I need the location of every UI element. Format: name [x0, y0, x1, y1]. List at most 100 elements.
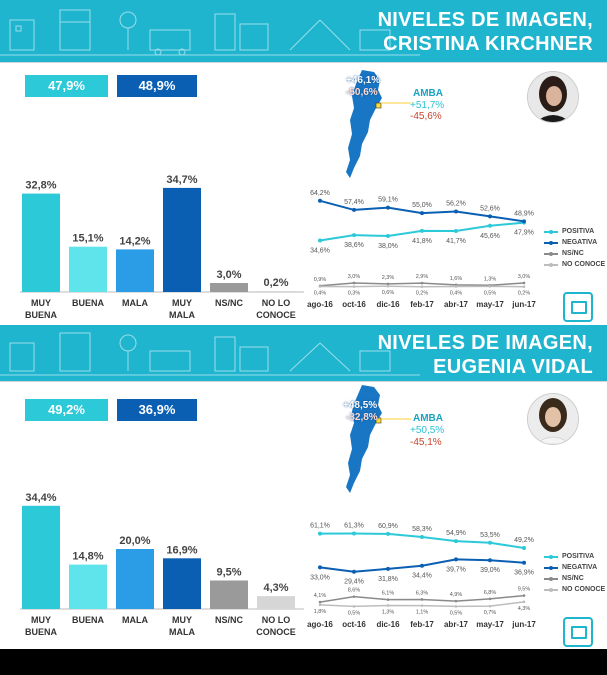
- point-label: 4,3%: [518, 606, 531, 612]
- x-tick-label: ago-16: [307, 620, 333, 629]
- bar-chart: 34,4% MUY BUENA 14,8% BUENA 20,0% MALA 16,9% MUY…: [20, 492, 304, 637]
- summary-positive: 47,9%: [25, 75, 108, 97]
- point-label: 56,2%: [446, 201, 466, 208]
- point-label: 59,1%: [378, 197, 398, 204]
- map-shape: [346, 70, 382, 178]
- point-label: 41,8%: [412, 238, 432, 245]
- data-point: [454, 605, 458, 608]
- point-label: 48,9%: [514, 210, 534, 217]
- data-point: [352, 595, 356, 598]
- point-label: 0,6%: [382, 290, 395, 296]
- line-chart: 61,1% 61,3% 60,9% 58,3% 54,9% 53,5% 49,2% 33,0%…: [307, 522, 536, 629]
- panel-kirchner: NIVELES DE IMAGEN, CRISTINA KIRCHNER 47,…: [0, 0, 607, 325]
- data-point: [420, 598, 424, 601]
- data-point: [386, 531, 390, 536]
- amba-title: AMBA: [413, 413, 443, 424]
- bar: [69, 564, 107, 609]
- data-point: [420, 228, 424, 233]
- title-line-2: CRISTINA KIRCHNER: [383, 33, 593, 55]
- panel-title: NIVELES DE IMAGEN, EUGENIA VIDAL: [378, 331, 593, 379]
- legend-item-negativa: NEGATIVA: [542, 562, 605, 573]
- header-banner: NIVELES DE IMAGEN, CRISTINA KIRCHNER: [0, 0, 607, 62]
- point-label: 9,5%: [518, 587, 531, 593]
- point-label: 6,1%: [382, 591, 395, 597]
- bar: [116, 549, 154, 609]
- category-label: MUY: [172, 615, 192, 625]
- point-label: 61,1%: [310, 523, 330, 530]
- bar-value-label: 34,7%: [166, 174, 197, 186]
- x-tick-label: feb-17: [410, 300, 434, 309]
- category-label: MALA: [122, 298, 148, 308]
- point-label: 1,1%: [416, 610, 429, 616]
- category-label: MUY: [31, 615, 51, 625]
- point-label: 29,4%: [344, 579, 364, 586]
- data-point: [352, 605, 356, 608]
- category-label: MUY: [172, 298, 192, 308]
- legend-item-nsnc: NS/NC: [542, 573, 605, 584]
- point-label: 39,7%: [446, 566, 466, 573]
- map-positive-label: +48,5%: [343, 400, 378, 411]
- legend-item-positiva: POSITIVA: [542, 226, 605, 237]
- point-label: 3,0%: [348, 274, 361, 280]
- amba-negative: -45,6%: [410, 111, 442, 122]
- point-label: 0,2%: [518, 291, 531, 297]
- point-label: 0,2%: [416, 291, 429, 297]
- bar: [257, 596, 295, 609]
- bar-value-label: 15,1%: [72, 233, 103, 245]
- bar-value-label: 9,5%: [216, 567, 241, 579]
- category-label: MALA: [169, 310, 195, 320]
- point-label: 61,3%: [344, 522, 364, 529]
- amba-positive: +51,7%: [410, 100, 445, 111]
- legend-label: POSITIVA: [562, 553, 595, 560]
- bottom-bar: [0, 649, 607, 675]
- legend-item-positiva: POSITIVA: [542, 551, 605, 562]
- argentina-map: [346, 70, 382, 178]
- amba-marker: [375, 417, 382, 424]
- bar-value-label: 3,0%: [216, 269, 241, 281]
- amba-marker: [375, 102, 382, 109]
- data-point: [522, 560, 526, 565]
- point-label: 39,0%: [480, 567, 500, 574]
- data-point: [488, 540, 492, 545]
- line-chart: 34,6% 38,6% 38,0% 41,8% 41,7% 45,6% 47,9% 64,2%…: [307, 190, 536, 309]
- point-label: 0,5%: [348, 610, 361, 616]
- avatar-vidal: [527, 393, 579, 445]
- point-label: 58,3%: [412, 526, 432, 533]
- bar: [69, 246, 107, 292]
- data-point: [386, 233, 390, 238]
- x-tick-label: dic-16: [376, 620, 400, 629]
- summary-positive: 49,2%: [25, 399, 108, 421]
- data-point: [352, 531, 356, 536]
- category-label: NO LO: [262, 615, 291, 625]
- point-label: 0,9%: [314, 277, 327, 283]
- data-point: [318, 285, 322, 288]
- data-point: [318, 600, 322, 604]
- bar: [22, 505, 60, 609]
- data-point: [386, 566, 390, 571]
- data-point: [454, 285, 458, 288]
- point-label: 60,9%: [378, 523, 398, 530]
- data-point: [386, 604, 390, 607]
- category-label: NO LO: [262, 298, 291, 308]
- title-line-1: NIVELES DE IMAGEN,: [377, 9, 593, 31]
- category-label: BUENA: [72, 615, 105, 625]
- amba-connector: [381, 102, 411, 104]
- legend-label: NS/NC: [562, 575, 584, 582]
- line-legend: POSITIVA NEGATIVA NS/NC NO CONOCE: [542, 226, 605, 270]
- data-point: [352, 569, 356, 574]
- data-point: [318, 603, 322, 607]
- category-label: MALA: [122, 615, 148, 625]
- portrait-icon: [528, 394, 578, 444]
- data-point: [318, 238, 322, 243]
- point-label: 4,1%: [314, 593, 327, 599]
- data-point: [420, 281, 424, 285]
- category-label: CONOCE: [256, 627, 296, 637]
- point-label: 54,9%: [446, 530, 466, 537]
- point-label: 31,8%: [378, 576, 398, 583]
- bar-value-label: 4,3%: [263, 582, 288, 594]
- legend-item-no-conoce: NO CONOCE: [542, 584, 605, 595]
- data-point: [522, 285, 526, 289]
- point-label: 34,6%: [310, 248, 330, 255]
- point-label: 0,7%: [484, 610, 497, 616]
- point-label: 53,5%: [480, 532, 500, 539]
